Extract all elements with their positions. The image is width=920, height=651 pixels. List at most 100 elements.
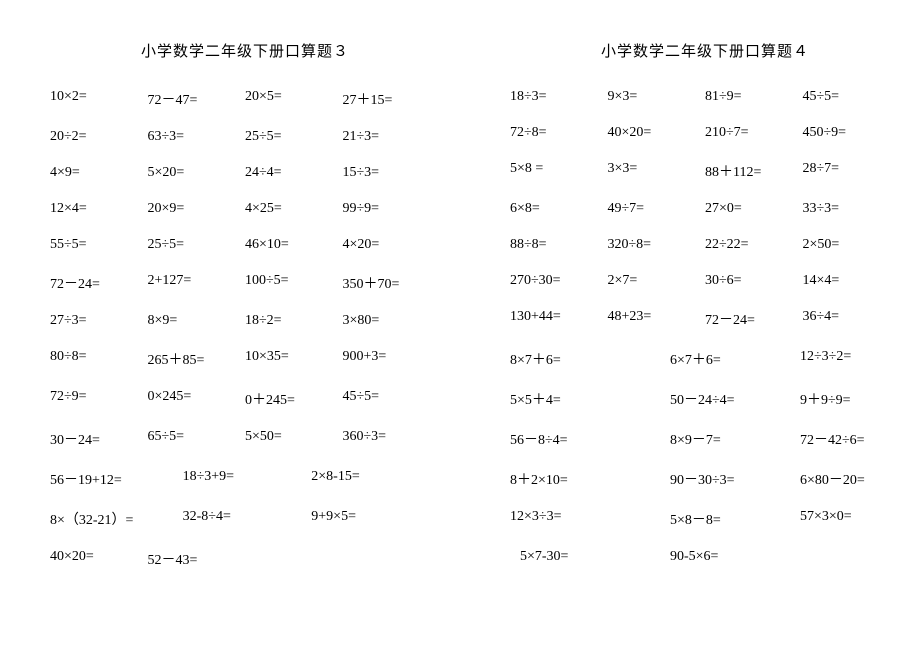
math-cell: 40×20= — [608, 125, 706, 141]
math-cell: 4×20= — [343, 237, 441, 253]
math-cell: 8×9= — [148, 313, 246, 329]
math-cell: 49÷7= — [608, 201, 706, 217]
left-grid: 10×2=72－47=20×5=27＋15= 20÷2=63÷3=25÷5=21… — [50, 89, 440, 569]
math-cell: 450÷9= — [803, 125, 901, 141]
math-cell: 320÷8= — [608, 237, 706, 253]
math-cell: 72－42÷6= — [770, 429, 900, 449]
math-cell: 56－19+12= — [50, 469, 183, 489]
math-cell: 81÷9= — [705, 89, 803, 105]
math-cell: 55÷5= — [50, 237, 148, 253]
math-cell: 350＋70= — [343, 273, 441, 293]
math-cell: 3×3= — [608, 161, 706, 181]
math-cell: 21÷3= — [343, 129, 441, 145]
math-cell: 10×35= — [245, 349, 343, 369]
math-cell: 40×20= — [50, 549, 148, 569]
math-cell: 28÷7= — [803, 161, 901, 181]
math-cell: 2+127= — [148, 273, 246, 293]
math-cell: 72－47= — [148, 89, 246, 109]
math-cell: 50－24÷4= — [640, 389, 770, 409]
math-cell: 27＋15= — [343, 89, 441, 109]
math-cell: 65÷5= — [148, 429, 246, 449]
math-cell: 5×8 = — [510, 161, 608, 181]
math-cell: 5×5＋4= — [510, 389, 640, 409]
math-cell: 18÷2= — [245, 313, 343, 329]
math-cell: 8＋2×10= — [510, 469, 640, 489]
math-cell: 6×80－20= — [770, 469, 900, 489]
math-cell: 36÷4= — [803, 309, 901, 329]
math-cell: 6×7＋6= — [640, 349, 770, 369]
left-title: 小学数学二年级下册口算题３ — [50, 40, 440, 61]
math-cell: 9×3= — [608, 89, 706, 105]
math-cell: 8×9－7= — [640, 429, 770, 449]
math-cell: 9+9×5= — [311, 509, 440, 529]
math-cell: 24÷4= — [245, 165, 343, 181]
math-cell: 0×245= — [148, 389, 246, 409]
math-cell: 0＋245= — [245, 389, 343, 409]
math-cell: 45÷5= — [343, 389, 441, 409]
math-cell: 72÷9= — [50, 389, 148, 409]
math-cell: 27÷3= — [50, 313, 148, 329]
left-worksheet: 小学数学二年级下册口算题３ 10×2=72－47=20×5=27＋15= 20÷… — [0, 40, 460, 651]
worksheet-page: 小学数学二年级下册口算题３ 10×2=72－47=20×5=27＋15= 20÷… — [0, 0, 920, 651]
math-cell: 56－8÷4= — [510, 429, 640, 449]
math-cell: 100÷5= — [245, 273, 343, 293]
math-cell: 6×8= — [510, 201, 608, 217]
math-cell: 72－24= — [50, 273, 148, 293]
math-cell: 99÷9= — [343, 201, 441, 217]
right-grid: 18÷3=9×3=81÷9=45÷5= 72÷8=40×20=210÷7=450… — [510, 89, 900, 565]
math-cell: 88＋112= — [705, 161, 803, 181]
math-cell: 900+3= — [343, 349, 441, 369]
math-cell: 18÷3= — [510, 89, 608, 105]
math-cell: 90－30÷3= — [640, 469, 770, 489]
math-cell: 80÷8= — [50, 349, 148, 369]
math-cell: 5×8－8= — [640, 509, 770, 529]
math-cell: 2×7= — [608, 273, 706, 289]
math-cell: 12×4= — [50, 201, 148, 217]
math-cell: 22÷22= — [705, 237, 803, 253]
math-cell: 25÷5= — [245, 129, 343, 145]
math-cell: 15÷3= — [343, 165, 441, 181]
math-cell: 5×50= — [245, 429, 343, 449]
math-cell: 88÷8= — [510, 237, 608, 253]
math-cell: 4×25= — [245, 201, 343, 217]
math-cell: 9＋9÷9= — [770, 389, 900, 409]
math-cell: 32-8÷4= — [183, 509, 312, 529]
math-cell: 5×7-30= — [510, 549, 640, 565]
math-cell: 48+23= — [608, 309, 706, 329]
math-cell: 8×7＋6= — [510, 349, 640, 369]
math-cell: 270÷30= — [510, 273, 608, 289]
math-cell: 10×2= — [50, 89, 148, 109]
math-cell: 20×9= — [148, 201, 246, 217]
math-cell: 20÷2= — [50, 129, 148, 145]
math-cell: 12÷3÷2= — [770, 349, 900, 369]
math-cell: 63÷3= — [148, 129, 246, 145]
math-cell: 8×（32-21）= — [50, 509, 183, 529]
math-cell: 18÷3+9= — [183, 469, 312, 489]
math-cell: 30－24= — [50, 429, 148, 449]
math-cell: 265＋85= — [148, 349, 246, 369]
math-cell: 33÷3= — [803, 201, 901, 217]
math-cell: 20×5= — [245, 89, 343, 109]
math-cell: 210÷7= — [705, 125, 803, 141]
math-cell: 12×3÷3= — [510, 509, 640, 529]
math-cell: 57×3×0= — [770, 509, 900, 529]
math-cell: 46×10= — [245, 237, 343, 253]
math-cell: 27×0= — [705, 201, 803, 217]
math-cell: 45÷5= — [803, 89, 901, 105]
math-cell: 72÷8= — [510, 125, 608, 141]
math-cell: 30÷6= — [705, 273, 803, 289]
math-cell: 25÷5= — [148, 237, 246, 253]
right-title: 小学数学二年级下册口算题４ — [510, 40, 900, 61]
math-cell: 52－43= — [148, 549, 246, 569]
math-cell: 4×9= — [50, 165, 148, 181]
right-worksheet: 小学数学二年级下册口算题４ 18÷3=9×3=81÷9=45÷5= 72÷8=4… — [460, 40, 920, 651]
math-cell: 2×50= — [803, 237, 901, 253]
math-cell: 2×8-15= — [311, 469, 440, 489]
math-cell: 3×80= — [343, 313, 441, 329]
math-cell: 90-5×6= — [640, 549, 770, 565]
math-cell: 72－24= — [705, 309, 803, 329]
math-cell: 130+44= — [510, 309, 608, 329]
math-cell: 360÷3= — [343, 429, 441, 449]
math-cell: 5×20= — [148, 165, 246, 181]
math-cell: 14×4= — [803, 273, 901, 289]
